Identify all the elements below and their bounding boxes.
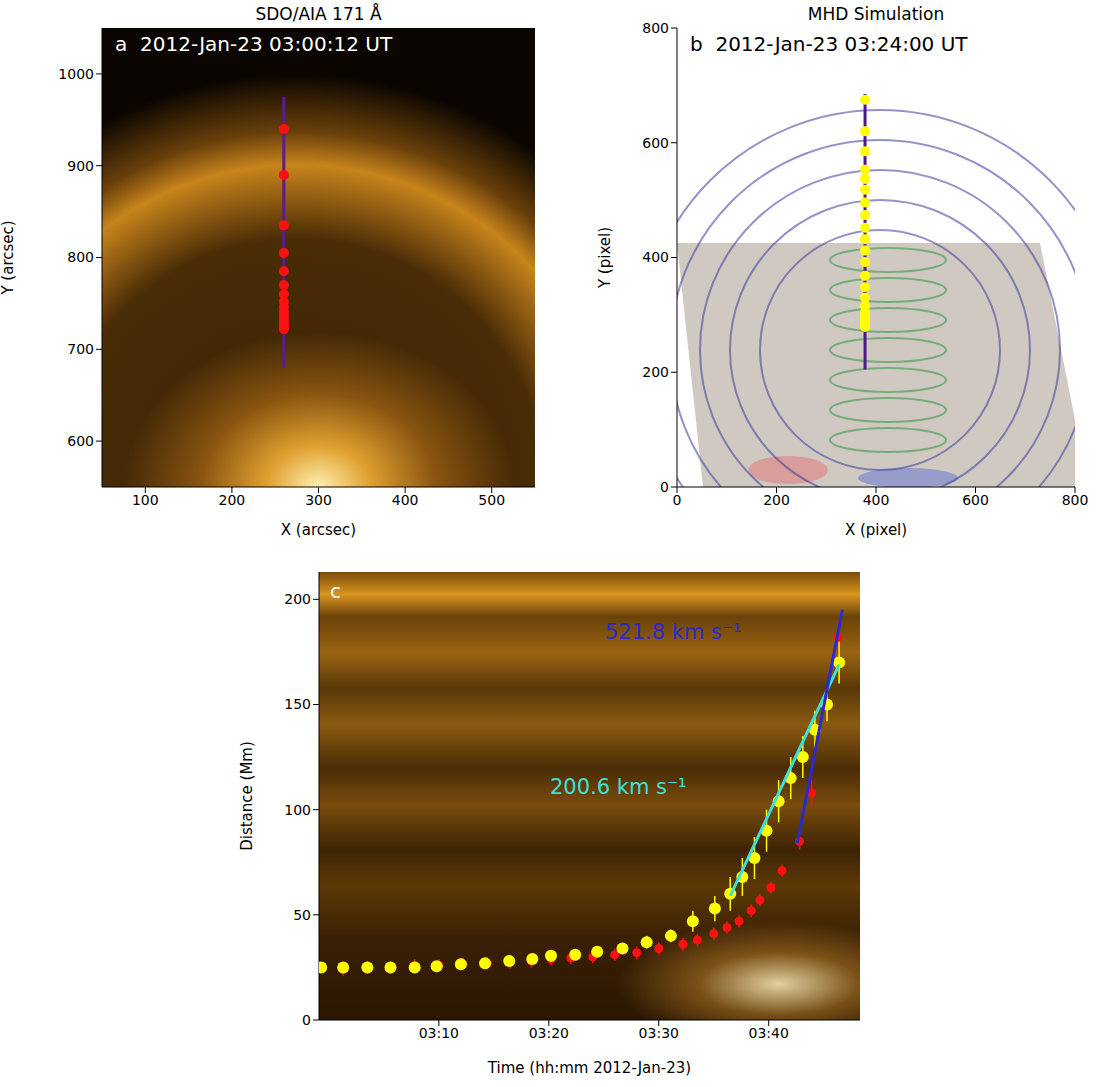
- svg-text:600: 600: [642, 135, 669, 151]
- svg-text:800: 800: [1062, 492, 1089, 508]
- svg-text:200: 200: [763, 492, 790, 508]
- svg-text:150: 150: [284, 696, 311, 712]
- svg-text:03:30: 03:30: [639, 1025, 679, 1041]
- svg-text:100: 100: [132, 492, 159, 508]
- svg-text:200: 200: [219, 492, 246, 508]
- svg-text:Y (arcsec): Y (arcsec): [0, 220, 17, 295]
- svg-text:400: 400: [392, 492, 419, 508]
- html-text:200.6 km s⁻¹: 200.6 km s⁻¹: [550, 775, 687, 799]
- svg-text:500: 500: [478, 492, 505, 508]
- svg-text:300: 300: [305, 492, 332, 508]
- svg-text:0: 0: [673, 492, 682, 508]
- svg-text:1000: 1000: [58, 66, 94, 82]
- svg-text:0: 0: [660, 479, 669, 495]
- svg-text:200: 200: [642, 364, 669, 380]
- svg-text:400: 400: [642, 249, 669, 265]
- html-text:521.8 km s⁻¹: 521.8 km s⁻¹: [605, 620, 742, 644]
- html-text:MHD Simulation: MHD Simulation: [807, 4, 945, 24]
- html-text:2012-Jan-23 03:24:00 UT: 2012-Jan-23 03:24:00 UT: [715, 32, 968, 56]
- svg-text:200: 200: [284, 591, 311, 607]
- svg-text:900: 900: [67, 158, 94, 174]
- svg-text:03:20: 03:20: [529, 1025, 569, 1041]
- html-text:b: b: [690, 32, 703, 56]
- svg-text:600: 600: [962, 492, 989, 508]
- svg-text:X (pixel): X (pixel): [845, 521, 907, 539]
- svg-text:X (arcsec): X (arcsec): [281, 521, 356, 539]
- svg-text:03:40: 03:40: [749, 1025, 789, 1041]
- html-text:a: a: [115, 32, 128, 56]
- svg-text:400: 400: [863, 492, 890, 508]
- svg-text:100: 100: [284, 802, 311, 818]
- html-text:2012-Jan-23 03:00:12 UT: 2012-Jan-23 03:00:12 UT: [140, 32, 393, 56]
- svg-text:50: 50: [293, 907, 311, 923]
- svg-text:700: 700: [67, 341, 94, 357]
- svg-text:Y (pixel): Y (pixel): [596, 227, 614, 289]
- svg-text:800: 800: [642, 20, 669, 36]
- svg-text:Distance (Mm): Distance (Mm): [238, 741, 256, 851]
- html-text:SDO/AIA 171 Å: SDO/AIA 171 Å: [255, 4, 382, 24]
- svg-text:0: 0: [302, 1012, 311, 1028]
- svg-text:Time (hh:mm 2012-Jan-23): Time (hh:mm 2012-Jan-23): [487, 1059, 691, 1077]
- svg-text:800: 800: [67, 249, 94, 265]
- svg-text:03:10: 03:10: [419, 1025, 459, 1041]
- html-text:c: c: [330, 579, 341, 603]
- svg-text:600: 600: [67, 433, 94, 449]
